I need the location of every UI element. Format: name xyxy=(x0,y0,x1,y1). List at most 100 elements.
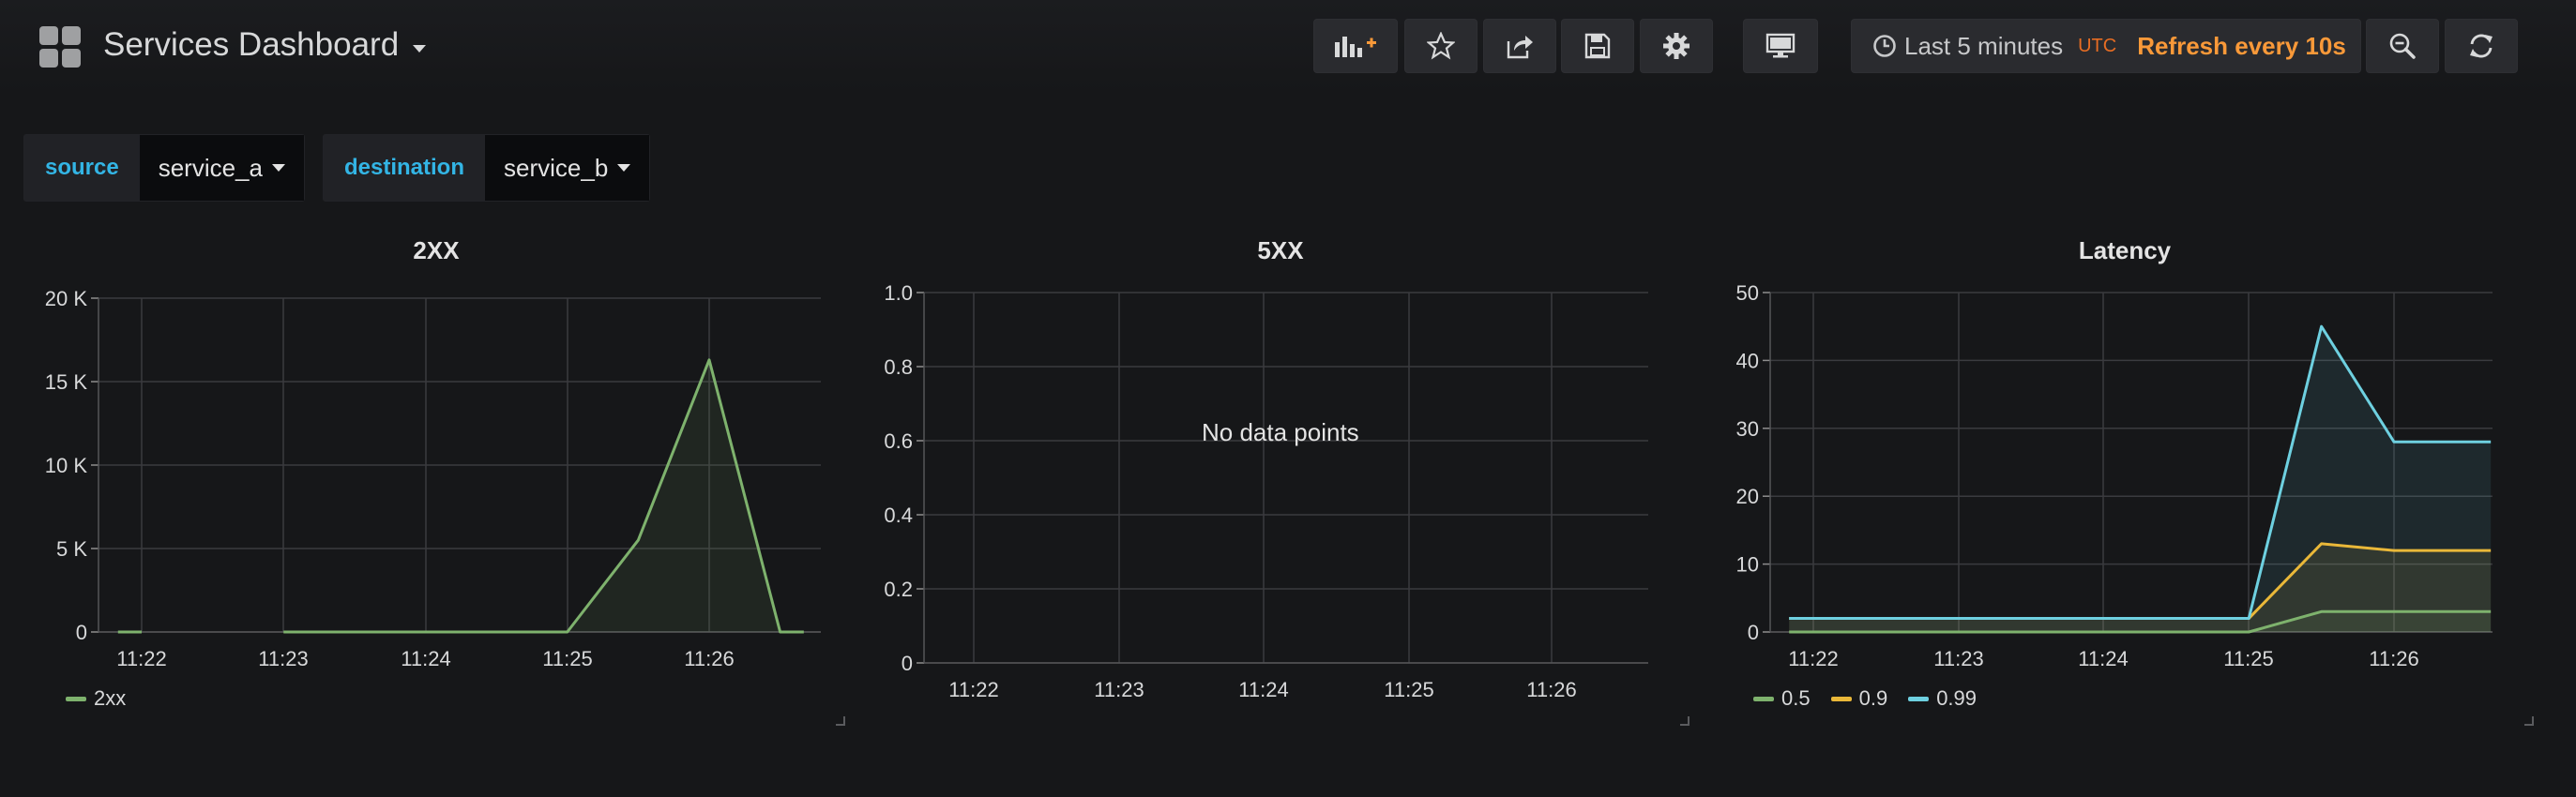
y-tick-label: 0.8 xyxy=(884,355,913,379)
legend-label: 0.9 xyxy=(1858,686,1888,710)
series-area-0.5 xyxy=(1789,611,2492,632)
panel-title[interactable]: 5XX xyxy=(1257,236,1304,264)
tv-mode-button[interactable] xyxy=(1743,19,1818,73)
legend-item[interactable]: 0.99 xyxy=(1908,686,1977,711)
x-tick-label: 11:22 xyxy=(1788,647,1838,670)
settings-button[interactable] xyxy=(1640,19,1713,73)
x-tick-label: 11:23 xyxy=(1933,647,1983,670)
share-button[interactable] xyxy=(1483,19,1556,73)
x-tick-label: 11:23 xyxy=(1094,678,1144,701)
series-line-0.5 xyxy=(1789,609,2492,634)
star-icon xyxy=(1427,32,1455,60)
chevron-down-icon xyxy=(617,164,631,172)
series-area-0.99 xyxy=(1789,326,2492,632)
x-tick-label: 11:26 xyxy=(2369,647,2418,670)
y-tick-label: 0 xyxy=(1748,621,1759,644)
variable-destination: destination service_b xyxy=(323,134,651,202)
share-icon xyxy=(1507,36,1533,59)
refresh-button[interactable] xyxy=(2445,19,2518,73)
variable-value: service_a xyxy=(158,153,263,182)
legend-swatch xyxy=(66,696,86,701)
y-tick-label: 50 xyxy=(1736,281,1759,305)
y-tick-label: 0 xyxy=(76,621,87,644)
time-range-label: Last 5 minutes xyxy=(1904,31,2064,60)
refresh-icon xyxy=(2470,34,2493,58)
legend: 0.5 0.9 0.99 xyxy=(1753,686,1997,711)
y-tick-label: 0.2 xyxy=(884,578,913,601)
dashboard-title[interactable]: Services Dashboard xyxy=(103,26,400,63)
y-tick-label: 0.4 xyxy=(884,504,913,527)
x-tick-label: 11:25 xyxy=(542,647,592,670)
y-tick-label: 30 xyxy=(1736,417,1759,441)
panel-5xx: 5XX 0 0.2 0.4 0.6 0.8 1.0 11:22 11:23 11:24 11:25… xyxy=(868,225,1693,731)
x-tick-label: 11:25 xyxy=(1384,678,1433,701)
x-tick-label: 11:24 xyxy=(2078,647,2128,670)
y-tick-label: 40 xyxy=(1736,349,1759,372)
refresh-interval-label: Refresh every 10s xyxy=(2137,31,2346,60)
source-select[interactable]: service_a xyxy=(139,135,304,201)
x-tick-label: 11:23 xyxy=(258,647,308,670)
x-tick-label: 11:25 xyxy=(2223,647,2273,670)
variable-label: source xyxy=(24,135,140,201)
timezone-label: UTC xyxy=(2078,35,2117,56)
add-panel-button[interactable] xyxy=(1313,19,1398,73)
x-tick-label: 11:22 xyxy=(116,647,166,670)
legend-swatch xyxy=(1753,696,1774,701)
star-button[interactable] xyxy=(1404,19,1477,73)
legend: 2xx xyxy=(66,686,146,711)
chevron-down-icon xyxy=(271,164,285,172)
gear-icon xyxy=(1663,33,1690,59)
series-area-2xx xyxy=(283,359,804,632)
zoom-out-button[interactable] xyxy=(2366,19,2439,73)
variable-value: service_b xyxy=(504,153,609,182)
legend-swatch xyxy=(1830,696,1852,701)
x-tick-label: 11:24 xyxy=(401,647,450,670)
y-tick-label: 10 xyxy=(1736,553,1759,577)
resize-handle[interactable] xyxy=(2524,716,2534,726)
y-tick-label: 15 K xyxy=(45,370,88,394)
time-range-picker[interactable]: Last 5 minutes UTC Refresh every 10s xyxy=(1851,19,2361,73)
series-line-0.99 xyxy=(1789,324,2492,621)
x-tick-label: 11:26 xyxy=(1526,678,1576,701)
y-tick-label: 10 K xyxy=(45,454,88,477)
panel-latency: Latency 0 10 20 30 40 50 11:22 11:23 11:24 11:25 1… xyxy=(1712,225,2538,731)
panel-title[interactable]: Latency xyxy=(2078,236,2172,264)
destination-select[interactable]: service_b xyxy=(485,135,650,201)
top-navbar: Services Dashboard xyxy=(0,0,2576,94)
legend-item[interactable]: 0.5 xyxy=(1753,686,1811,711)
save-button[interactable] xyxy=(1561,19,1634,73)
panel-2xx: 2XX 0 5 K 10 K 15 K 20 K 11:22 11:23 11:24 11:25… xyxy=(23,225,849,731)
legend-label: 0.5 xyxy=(1781,686,1811,710)
y-tick-label: 20 xyxy=(1736,485,1759,508)
variable-label: destination xyxy=(324,135,486,201)
y-tick-label: 20 K xyxy=(45,287,88,310)
y-tick-label: 1.0 xyxy=(884,281,913,305)
save-icon xyxy=(1584,33,1611,59)
variable-source: source service_a xyxy=(23,134,305,202)
series-line-2xx xyxy=(283,358,804,634)
x-tick-label: 11:26 xyxy=(684,647,734,670)
y-tick-label: 0 xyxy=(902,652,913,675)
add-panel-icon xyxy=(1335,37,1376,57)
monitor-icon xyxy=(1765,33,1796,58)
y-tick-label: 0.6 xyxy=(884,429,913,453)
chart-5xx: 0 0.2 0.4 0.6 0.8 1.0 11:22 11:23 11:24 11:25 11:2… xyxy=(884,281,1648,701)
legend-label: 2xx xyxy=(94,686,127,710)
y-tick-label: 5 K xyxy=(56,537,87,561)
legend-item[interactable]: 2xx xyxy=(66,686,126,711)
x-tick-label: 11:22 xyxy=(948,678,998,701)
chevron-down-icon[interactable] xyxy=(413,45,426,53)
panel-title[interactable]: 2XX xyxy=(413,236,460,264)
legend-swatch xyxy=(1908,696,1930,701)
series-area-0.9 xyxy=(1789,543,2492,632)
dashboards-grid-icon[interactable] xyxy=(39,26,81,68)
clock-icon xyxy=(1873,35,1896,57)
resize-handle[interactable] xyxy=(836,716,845,726)
no-data-message: No data points xyxy=(1202,418,1359,446)
legend-item[interactable]: 0.9 xyxy=(1830,686,1888,711)
chart-2xx: 0 5 K 10 K 15 K 20 K 11:22 11:23 11:24 11:25 11:2… xyxy=(45,287,821,670)
zoom-out-icon xyxy=(2389,33,2416,59)
x-tick-label: 11:24 xyxy=(1238,678,1288,701)
legend-label: 0.99 xyxy=(1936,686,1977,710)
resize-handle[interactable] xyxy=(1680,716,1690,726)
